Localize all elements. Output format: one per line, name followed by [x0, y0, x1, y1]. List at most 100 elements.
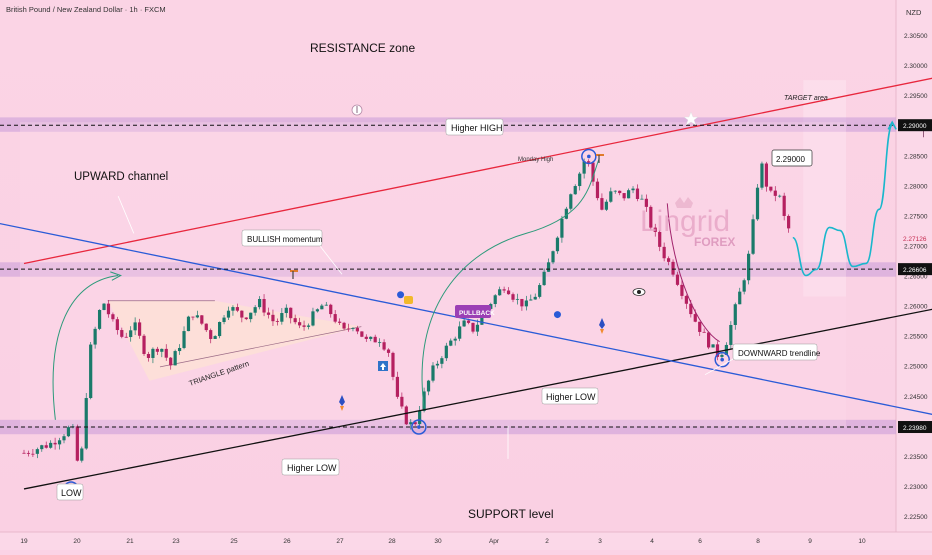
- candle-body: [138, 322, 141, 335]
- candle-body: [520, 299, 523, 306]
- candle-body: [351, 328, 354, 329]
- candle-body: [378, 342, 381, 343]
- candle-body: [614, 191, 617, 192]
- candle-body: [262, 299, 265, 313]
- candle-body: [667, 258, 670, 262]
- x-tick-label: 23: [172, 538, 180, 545]
- y-tick-label: 2.28500: [904, 153, 928, 160]
- candle-body: [22, 453, 25, 454]
- candle-body: [760, 164, 763, 188]
- candle-body: [182, 331, 185, 348]
- trendline-touch-dot: [554, 311, 561, 318]
- candle-body: [623, 193, 626, 198]
- candle-body: [276, 321, 279, 322]
- candle-body: [120, 330, 123, 337]
- y-tick-label: 2.26000: [904, 304, 928, 311]
- candle-body: [151, 349, 154, 358]
- candle-body: [743, 280, 746, 291]
- flex-hand-icon: [404, 296, 413, 304]
- candle-body: [676, 275, 679, 285]
- resistance-zone-label: RESISTANCE zone: [310, 41, 415, 55]
- candle-body: [236, 307, 239, 311]
- candle-body: [102, 304, 105, 310]
- candle-body: [471, 323, 474, 332]
- candle-body: [111, 314, 114, 319]
- candle-body: [556, 238, 559, 252]
- candle-body: [569, 194, 572, 208]
- candle-body: [156, 349, 159, 352]
- candle-body: [347, 329, 350, 330]
- candle-body: [329, 305, 332, 314]
- candle-body: [67, 427, 70, 436]
- candle-body: [631, 189, 634, 191]
- candle-body: [214, 336, 217, 339]
- x-tick-label: Apr: [489, 538, 500, 545]
- higher-high-pivot-circle-dot: [587, 155, 591, 159]
- candle-body: [129, 330, 132, 337]
- candle-body: [418, 411, 421, 424]
- candle-body: [209, 330, 212, 339]
- candle-body: [574, 186, 577, 194]
- symbol-title[interactable]: British Pound / New Zealand Dollar · 1h …: [6, 5, 166, 14]
- candle-body: [116, 319, 119, 330]
- candle-body: [76, 426, 79, 460]
- candle-body: [258, 299, 261, 307]
- candle-body: [307, 326, 310, 327]
- candle-body: [369, 337, 372, 339]
- candle-body: [85, 398, 88, 448]
- candle-body: [58, 440, 61, 444]
- currency-label[interactable]: NZD: [906, 8, 922, 17]
- candle-body: [503, 289, 506, 290]
- candle-body: [627, 190, 630, 198]
- candle-body: [31, 454, 34, 455]
- candle-body: [405, 406, 408, 424]
- candle-body: [703, 332, 706, 333]
- y-tick-label: 2.27000: [904, 243, 928, 250]
- candle-body: [285, 308, 288, 313]
- candle-body: [511, 294, 514, 300]
- candle-body: [289, 308, 292, 318]
- candle-body: [671, 262, 674, 275]
- higher-high-callout: Higher HIGH: [446, 119, 503, 135]
- y-tick-label: 2.27500: [904, 213, 928, 220]
- higher-low-pivot-circle-dot: [417, 425, 421, 429]
- candle-body: [694, 314, 697, 322]
- candle-body: [476, 325, 479, 332]
- candle-body: [196, 315, 199, 317]
- x-tick-label: 26: [283, 538, 291, 545]
- candle-body: [80, 448, 83, 460]
- x-tick-label: 8: [756, 538, 760, 545]
- price-level-tag: 2.23980: [898, 421, 932, 433]
- candle-body: [325, 305, 328, 306]
- x-tick-label: 30: [434, 538, 442, 545]
- candle-body: [729, 325, 732, 345]
- candle-body: [342, 323, 345, 329]
- candle-body: [720, 355, 723, 357]
- x-tick-label: 25: [230, 538, 238, 545]
- x-tick-label: 10: [858, 538, 866, 545]
- candle-body: [787, 216, 790, 228]
- candle-body: [40, 445, 43, 449]
- candle-body: [160, 349, 163, 352]
- candle-body: [62, 436, 65, 440]
- x-tick-label: 21: [126, 538, 134, 545]
- candle-body: [89, 345, 92, 398]
- candle-body: [125, 337, 128, 338]
- candle-body: [445, 346, 448, 358]
- current-price-tag: 2.27126: [898, 232, 932, 244]
- upward-channel-label: UPWARD channel: [74, 171, 168, 183]
- anchor-icon: [352, 105, 362, 115]
- svg-text:LOW: LOW: [61, 488, 82, 498]
- candle-body: [711, 344, 714, 347]
- candle-body: [640, 199, 643, 200]
- svg-text:BULLISH momentum: BULLISH momentum: [247, 235, 323, 244]
- candle-body: [187, 317, 190, 331]
- candle-body: [663, 247, 666, 258]
- candle-body: [436, 364, 439, 366]
- candle-body: [382, 342, 385, 349]
- candle-body: [498, 289, 501, 295]
- time-axis-panel[interactable]: [0, 532, 932, 550]
- candle-body: [320, 306, 323, 310]
- target-area-label: TARGET area: [784, 95, 828, 102]
